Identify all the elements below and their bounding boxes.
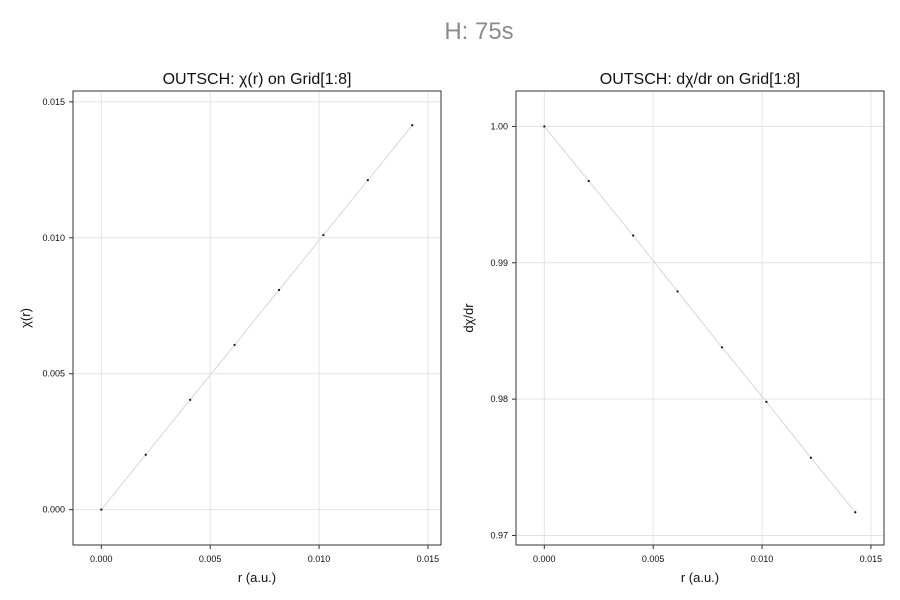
data-point [854,511,857,514]
series-line [543,126,856,513]
x-tick-label: 0.010 [308,554,331,564]
y-tick-label: 0.99 [490,258,508,268]
y-axis-label: χ(r) [18,308,33,328]
chart-title: OUTSCH: dχ/dr on Grid[1:8] [600,71,800,88]
y-tick-label: 0.98 [490,394,508,404]
figure-suptitle: H: 75s [444,18,513,45]
x-tick-label: 0.015 [860,554,883,564]
y-tick-label: 0.000 [42,505,65,515]
x-tick-label: 0.005 [199,554,222,564]
y-tick-label: 0.010 [42,233,65,243]
data-point [676,290,679,293]
x-axis-label: r (a.u.) [681,570,719,585]
data-point [189,398,192,401]
series-line [100,124,413,510]
data-point [720,346,724,349]
y-tick-label: 0.005 [42,369,65,379]
data-point [322,233,325,237]
x-tick-label: 0.000 [90,554,113,564]
data-point [632,234,635,237]
y-axis-label: dχ/dr [461,303,476,333]
x-axis-label: r (a.u.) [238,570,276,585]
chart-panel-2: 0.000 0.005 0.010 0.015 0.97 0.98 0.99 1.00 OUTS… [461,71,885,585]
data-point [809,456,812,459]
x-tick-label: 0.000 [533,554,556,564]
data-point [366,179,369,182]
x-tick-label: 0.015 [417,554,440,564]
chart-title: OUTSCH: χ(r) on Grid[1:8] [163,71,352,88]
chart-panel-1: 0.000 0.005 0.010 0.015 0.000 0.005 0.010 0.015… [18,71,442,585]
x-tick-label: 0.005 [642,554,665,564]
data-point [100,508,103,511]
data-point [277,288,281,292]
data-point [543,125,546,128]
data-point [587,179,590,183]
y-tick-label: 0.015 [42,97,65,107]
x-tick-label: 0.010 [751,554,774,564]
plot-frame [72,90,442,546]
y-tick-label: 0.97 [490,530,508,540]
data-point [765,400,768,403]
plot-frame [515,90,885,546]
y-tick-label: 1.00 [490,121,508,131]
data-point [411,124,414,127]
data-point [233,343,236,347]
data-point [144,453,147,456]
